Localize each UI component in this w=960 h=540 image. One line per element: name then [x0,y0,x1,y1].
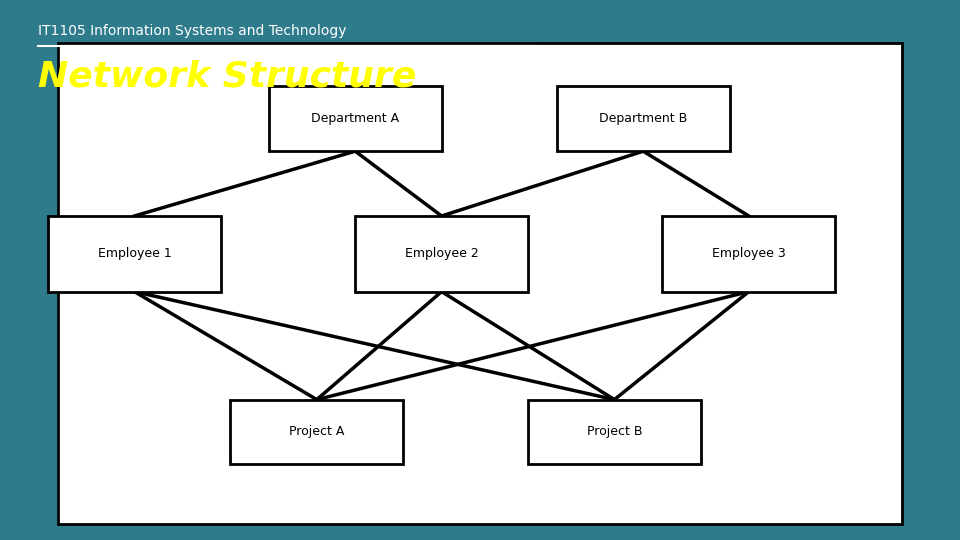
Text: Project B: Project B [587,426,642,438]
FancyBboxPatch shape [48,216,221,292]
Text: Employee 1: Employee 1 [98,247,171,260]
Text: Department A: Department A [311,112,399,125]
Text: Network Structure: Network Structure [38,59,417,93]
Text: Employee 3: Employee 3 [712,247,785,260]
FancyBboxPatch shape [528,400,701,464]
FancyBboxPatch shape [230,400,403,464]
Text: Department B: Department B [599,112,687,125]
FancyBboxPatch shape [269,86,442,151]
FancyBboxPatch shape [58,43,902,524]
Text: Project A: Project A [289,426,345,438]
Text: Employee 2: Employee 2 [405,247,478,260]
FancyBboxPatch shape [662,216,835,292]
FancyBboxPatch shape [557,86,730,151]
FancyBboxPatch shape [355,216,528,292]
Text: IT1105 Information Systems and Technology: IT1105 Information Systems and Technolog… [38,24,347,38]
